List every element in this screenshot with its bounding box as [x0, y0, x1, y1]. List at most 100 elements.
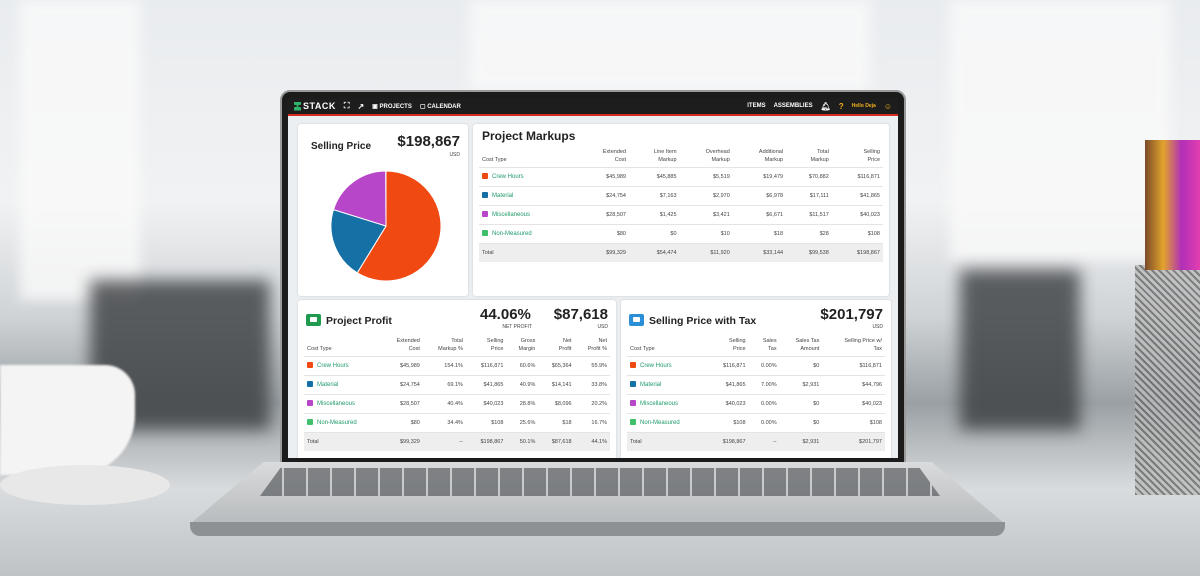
table-cell: $116,871: [831, 166, 883, 187]
avatar[interactable]: ☺: [883, 101, 892, 111]
table-cell: $2,931: [779, 374, 823, 395]
column-header: Additional Markup: [758, 149, 784, 163]
total-cell: $99,329: [577, 242, 629, 263]
table-cell: $1,425: [629, 204, 680, 225]
nav-projects[interactable]: ▣ PROJECTS: [372, 103, 412, 110]
column-header: Total Markup: [810, 149, 829, 163]
total-cell: 50.1%: [506, 431, 539, 452]
fullscreen-icon[interactable]: ⛶: [343, 101, 350, 110]
total-cell: $33,144: [732, 242, 787, 263]
table-cell: $116,871: [465, 355, 507, 376]
external-link-icon[interactable]: ↗: [357, 101, 365, 111]
table-row: Crew Hours $45,989 154.1% $116,871 60.6% $65,…: [304, 355, 610, 376]
calendar-icon: ▢: [419, 103, 428, 110]
column-header: Net Profit %: [587, 338, 607, 352]
total-cell: --: [422, 431, 466, 452]
color-swatch-icon: [307, 400, 313, 407]
cost-type-cell[interactable]: Miscellaneous: [479, 204, 578, 225]
table-cell: $0: [779, 412, 823, 433]
table-cell: $40,023: [831, 204, 883, 225]
cost-type-cell[interactable]: Miscellaneous: [304, 393, 382, 414]
color-swatch-icon: [482, 173, 488, 180]
table-cell: $116,871: [706, 355, 749, 376]
table-cell: $44,796: [822, 374, 885, 395]
table-cell: $7,163: [629, 185, 680, 206]
cost-type-cell[interactable]: Material: [627, 374, 707, 395]
total-cell: $198,867: [706, 431, 749, 452]
table-cell: $70,882: [786, 166, 832, 187]
markups-table: Cost Type Extended Cost Line Item Markup Over…: [479, 147, 883, 263]
table-row: Miscellaneous $28,507 $1,425 $3,421 $6,671 $1…: [479, 204, 883, 225]
cost-type-cell[interactable]: Crew Hours: [627, 355, 707, 376]
table-cell: $116,871: [822, 355, 885, 376]
pie-slice-crew-hours[interactable]: [356, 170, 442, 282]
total-row: Total $198,867 -- $2,931 $201,797: [627, 431, 885, 452]
cost-type-cell[interactable]: Crew Hours: [304, 355, 382, 376]
cost-type-cell[interactable]: Crew Hours: [479, 166, 578, 187]
column-header: Extended Cost: [396, 338, 420, 352]
table-cell: $18: [732, 223, 787, 244]
column-header: Overhead Markup: [705, 149, 730, 163]
total-cell: $99,329: [381, 431, 423, 452]
total-cell: $54,474: [629, 242, 680, 263]
pie-slice-material[interactable]: [330, 208, 387, 274]
table-cell: 0.00%: [748, 393, 780, 414]
nav-items[interactable]: ITEMS: [747, 103, 766, 109]
card-title: Selling Price: [311, 141, 372, 152]
table-cell: $40,023: [706, 393, 749, 414]
table-cell: $80: [577, 223, 629, 244]
total-cell: $99,538: [786, 242, 832, 263]
total-cell: $11,920: [679, 242, 733, 263]
column-header: Extended Cost: [602, 149, 626, 163]
total-cell: $201,797: [822, 431, 885, 452]
table-row: Crew Hours $45,989 $45,885 $5,519 $19,479 $70…: [479, 166, 883, 187]
table-cell: $8,096: [538, 393, 575, 414]
total-row: Total $99,329 -- $198,867 50.1% $87,618 44.1%: [304, 431, 610, 452]
tax-table: Cost Type Selling Price Sales Tax Sales Tax Am…: [627, 336, 885, 452]
table-cell: 34.4%: [422, 412, 466, 433]
table-row: Material $24,754 69.1% $41,865 40.9% $14,141 3…: [304, 374, 610, 395]
cost-type-cell[interactable]: Non-Measured: [479, 223, 578, 244]
cost-type-cell[interactable]: Non-Measured: [627, 412, 707, 433]
nav-calendar[interactable]: ▢ CALENDAR: [419, 103, 461, 110]
total-cell: $87,618: [538, 431, 575, 452]
cost-type-cell[interactable]: Material: [479, 185, 578, 206]
cost-type-cell[interactable]: Miscellaneous: [627, 393, 707, 414]
table-row: Non-Measured $80 $0 $10 $18 $28 $108: [479, 223, 883, 244]
column-header: Cost Type: [482, 156, 507, 163]
table-cell: $108: [465, 412, 507, 433]
user-greeting[interactable]: Hello Deja: [851, 103, 876, 109]
coffee-cup: [0, 365, 135, 475]
table-cell: $40,023: [465, 393, 507, 414]
color-swatch-icon: [307, 381, 313, 388]
cost-type-cell[interactable]: Non-Measured: [304, 412, 382, 433]
table-cell: 69.1%: [422, 374, 466, 395]
pie-slice-miscellaneous[interactable]: [332, 170, 387, 227]
table-cell: 25.6%: [506, 412, 539, 433]
color-swatch-icon: [307, 362, 313, 369]
table-cell: $28,507: [381, 393, 423, 414]
table-cell: $24,754: [381, 374, 423, 395]
currency: USD: [597, 324, 608, 330]
money-icon: [306, 314, 321, 326]
column-header: Selling Price: [863, 149, 880, 163]
total-row: Total $99,329 $54,474 $11,920 $33,144 $99,538…: [479, 242, 883, 263]
selling-price-card: Selling Price $198,867 USD: [298, 124, 468, 296]
nav-assemblies[interactable]: ASSEMBLIES: [773, 103, 813, 109]
total-cell: 44.1%: [574, 431, 610, 452]
card-title: Project Markups: [482, 129, 576, 143]
table-cell: $2,970: [679, 185, 733, 206]
selling-price-tax-card: Selling Price with Tax $201,797 USD Cost…: [621, 300, 891, 458]
column-header: Gross Margin: [518, 338, 536, 352]
table-cell: $17,111: [786, 185, 832, 206]
column-header: Net Profit: [558, 338, 572, 352]
net-profit-label: NET PROFIT: [502, 324, 532, 330]
selling-price-pie-chart: [330, 170, 442, 282]
column-header: Selling Price w/Tax: [844, 338, 882, 352]
bell-icon[interactable]: 🔔︎: [820, 101, 831, 111]
help-icon[interactable]: ?: [838, 101, 844, 111]
table-cell: 33.8%: [574, 374, 610, 395]
cost-type-cell[interactable]: Material: [304, 374, 382, 395]
logo[interactable]: STACK: [294, 101, 336, 111]
net-profit-percent: 44.06%: [480, 306, 531, 323]
